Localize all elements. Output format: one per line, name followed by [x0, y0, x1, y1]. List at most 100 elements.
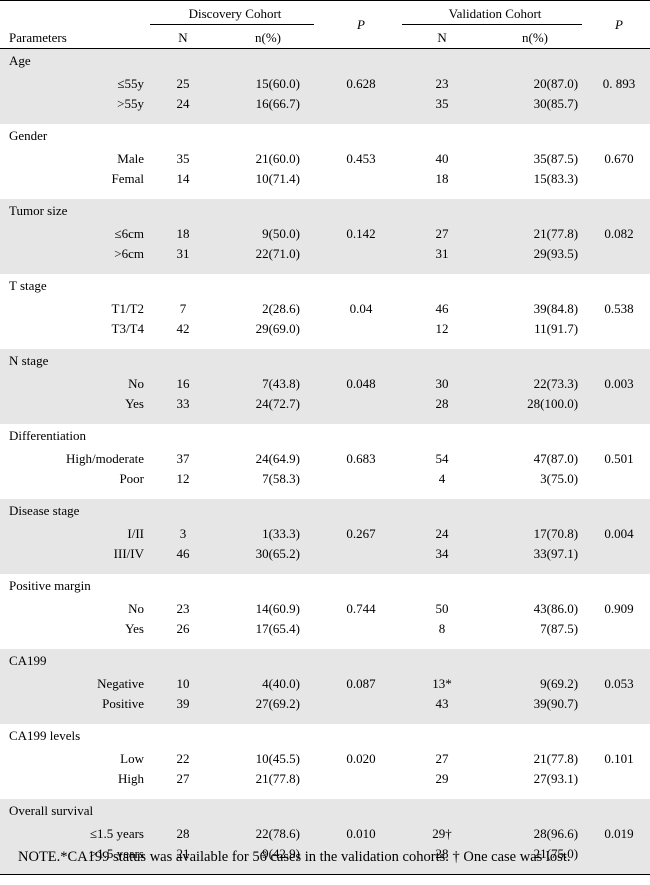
discovery-npct-cell: 4(40.0): [216, 672, 321, 695]
discovery-npct-cell: 16(66.7): [216, 95, 321, 124]
discovery-npct-cell: 14(60.9): [255, 600, 301, 616]
validation-p-cell: 0.053: [588, 672, 650, 695]
footnote-text: NOTE.*CA199 status was available for 56 …: [18, 849, 571, 865]
validation-npct-cell: 22(73.3): [482, 372, 589, 395]
discovery-n-cell: 3: [150, 522, 216, 545]
validation-npct-cell: 47(87.0): [533, 450, 579, 466]
discovery-npct-cell: 22(71.0): [216, 245, 321, 274]
parameters-header: Parameters: [9, 29, 67, 45]
discovery-p-header: P: [320, 0, 403, 49]
validation-p-cell: [588, 620, 650, 649]
discovery-p-cell: 0.628: [320, 72, 403, 95]
discovery-npct-cell: 7(43.8): [216, 372, 321, 395]
table-row: >55y 24 16(66.7) 35 30(85.7): [0, 95, 650, 124]
section-title: Positive margin: [9, 577, 91, 593]
validation-p-cell: 0.538: [604, 300, 634, 316]
validation-npct-cell: 21(77.8): [533, 750, 579, 766]
row-label: Positive: [0, 695, 150, 724]
validation-p-cell: 0.909: [604, 600, 634, 616]
validation-npct-cell: 39(90.7): [482, 695, 589, 724]
table-row: Low 22 10(45.5) 0.020 27 21(77.8) 0.101: [0, 747, 650, 770]
validation-p-cell: [588, 395, 650, 424]
validation-npct-cell: 11(91.7): [534, 321, 579, 336]
discovery-npct-cell: 24(64.9): [255, 450, 301, 466]
validation-n-cell: 28: [402, 845, 483, 875]
table-row: Femal 14 10(71.4) 18 15(83.3): [0, 170, 650, 199]
discovery-n-cell: 35: [176, 150, 190, 166]
discovery-p-cell: 0.087: [320, 672, 403, 695]
discovery-npct-cell: 24(72.7): [216, 395, 321, 424]
validation-npct-cell: 3(75.0): [540, 471, 579, 486]
discovery-n-cell: 10: [150, 672, 216, 695]
validation-p-cell: 0.019: [588, 822, 650, 845]
row-label: Poor: [119, 471, 144, 486]
discovery-p-cell: [320, 770, 402, 799]
discovery-p-cell: [320, 245, 403, 274]
table-footnote: NOTE.*CA199 status was available for 56 …: [18, 845, 638, 869]
discovery-n-cell: 27: [176, 771, 190, 786]
validation-p-cell: [588, 770, 650, 799]
discovery-p-cell: [320, 395, 403, 424]
validation-npct-cell: 20(87.0): [482, 72, 589, 95]
validation-npct-cell: 29(93.5): [482, 245, 589, 274]
discovery-p-cell: 0.010: [320, 822, 403, 845]
validation-p-cell: 0.501: [604, 450, 634, 466]
discovery-n-cell: 46: [150, 545, 216, 574]
section-label-row: CA199: [0, 649, 650, 672]
validation-n-cell: 23: [402, 72, 483, 95]
discovery-npct-cell: 7(58.3): [262, 471, 301, 486]
row-label: High: [118, 771, 144, 786]
table-row: Poor 12 7(58.3) 4 3(75.0): [0, 470, 650, 499]
discovery-n-cell: 31: [150, 245, 216, 274]
row-label: >1.5 years: [0, 845, 150, 875]
section-title: Overall survival: [0, 799, 650, 822]
row-label: >55y: [0, 95, 150, 124]
validation-n-cell: 35: [402, 95, 483, 124]
section-title: T stage: [9, 277, 47, 293]
section-label-row: Disease stage: [0, 499, 650, 522]
row-label: ≤1.5 years: [0, 822, 150, 845]
table-row: ≤55y 25 15(60.0) 0.628 23 20(87.0) 0. 893: [0, 72, 650, 95]
validation-npct-cell: 15(83.3): [533, 171, 579, 186]
discovery-npct-cell: 9(42.9): [216, 845, 321, 875]
discovery-p-cell: [320, 170, 402, 199]
table-body: Age ≤55y 25 15(60.0) 0.628 23 20(87.0) 0. 893 >5…: [0, 48, 650, 875]
validation-p-cell: 0.101: [604, 750, 634, 766]
discovery-n-cell: 14: [176, 171, 190, 186]
validation-p-cell: 0.670: [604, 150, 634, 166]
discovery-npct-cell: 27(69.2): [216, 695, 321, 724]
validation-p-cell: [588, 95, 650, 124]
discovery-npct-cell: 1(33.3): [216, 522, 321, 545]
table-row: No 16 7(43.8) 0.048 30 22(73.3) 0.003: [0, 372, 650, 395]
row-label: T1/T2: [111, 300, 145, 316]
discovery-npct-cell: 30(65.2): [216, 545, 321, 574]
discovery-p-cell: [320, 95, 403, 124]
table-row: T3/T4 42 29(69.0) 12 11(91.7): [0, 320, 650, 349]
row-label: T3/T4: [111, 321, 145, 336]
validation-npct-cell: 28(96.6): [482, 822, 589, 845]
section-label-row: Tumor size: [0, 199, 650, 222]
row-label: III/IV: [0, 545, 150, 574]
validation-p-cell: [588, 170, 650, 199]
discovery-npct-cell: 9(50.0): [216, 222, 321, 245]
validation-n-cell: 40: [435, 150, 449, 166]
discovery-p-cell: 0.683: [346, 450, 376, 466]
validation-p-cell: [588, 845, 650, 875]
validation-npct-header: n(%): [522, 29, 549, 45]
row-label: High/moderate: [66, 450, 144, 466]
section-title: CA199: [0, 649, 650, 672]
discovery-n-cell: 26: [176, 621, 190, 636]
table-row: >1.5 years 21 9(42.9) 28 21(75.0): [0, 845, 650, 875]
discovery-n-cell: 33: [150, 395, 216, 424]
section-label-row: Positive margin: [0, 574, 650, 597]
section-label-row: Overall survival: [0, 799, 650, 822]
table-row: Male 35 21(60.0) 0.453 40 35(87.5) 0.670: [0, 147, 650, 170]
validation-n-cell: 54: [435, 450, 449, 466]
discovery-npct-cell: 21(77.8): [255, 771, 301, 786]
table-row: T1/T2 7 2(28.6) 0.04 46 39(84.8) 0.538: [0, 297, 650, 320]
validation-p-cell: [588, 245, 650, 274]
table-row: Positive 39 27(69.2) 43 39(90.7): [0, 695, 650, 724]
discovery-n-cell: 7: [179, 300, 187, 316]
